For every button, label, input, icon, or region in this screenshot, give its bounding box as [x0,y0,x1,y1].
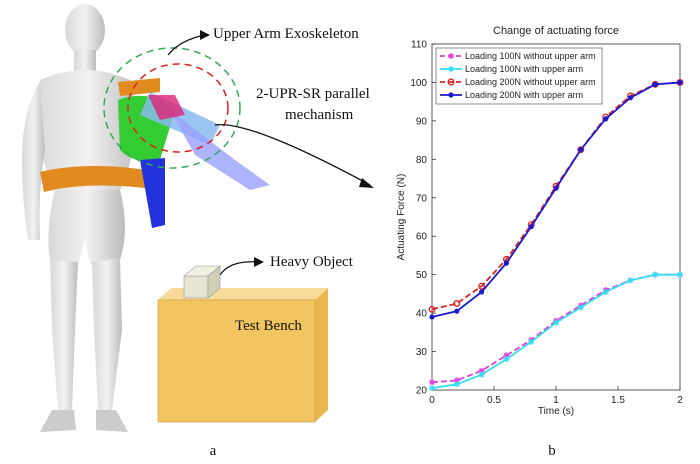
marker [603,116,609,122]
marker [627,277,634,284]
y-tick-label: 20 [416,386,428,397]
marker [553,319,559,326]
y-tick-label: 60 [416,232,428,243]
x-tick-label: 0 [429,395,435,406]
arrowhead [359,178,374,188]
heavy-object [183,275,209,299]
shoulder-plate [118,78,160,96]
marker [478,371,485,378]
marker [528,338,535,345]
marker [453,377,460,384]
torso [35,70,140,190]
marker [479,289,485,295]
marker [429,379,435,386]
arrow [214,123,371,186]
marker [528,224,534,230]
left-leg [50,260,78,410]
right-foot [96,410,128,432]
marker [448,66,454,72]
legend-label: Loading 200N without upper arm [465,77,596,87]
y-tick-label: 30 [416,347,428,358]
y-tick-label: 40 [416,309,428,320]
marker [448,92,454,98]
legend-label: Loading 100N without upper arm [465,51,596,61]
x-tick-label: 2 [677,395,683,406]
heavy-object-top [183,265,221,277]
marker [578,147,584,153]
marker [429,314,435,320]
left-foot [40,410,76,432]
arrow [219,261,259,276]
marker [553,185,559,191]
marker [503,356,510,363]
bench-front [157,299,316,423]
x-tick-label: 1 [553,395,559,406]
legend: Loading 100N without upper arm Loading 10… [435,47,603,105]
y-tick-label: 90 [416,116,428,127]
y-tick-label: 50 [416,270,428,281]
inner-ring [127,63,229,153]
marker [478,282,486,290]
hips [48,190,126,265]
y-axis-label: Actuating Force (N) [396,174,407,261]
marker [602,288,609,295]
left-arm [22,82,45,240]
marker [677,79,683,86]
joint [148,95,185,120]
marker [453,381,460,388]
waist-belt [40,166,160,192]
marker [577,304,584,311]
callout: Test Bench [235,318,302,334]
callout: mechanism [285,107,354,123]
chart: Change of actuating force Time (s) Actua… [396,25,684,417]
outer-ring [103,47,241,169]
marker [503,260,509,266]
marker [454,308,460,314]
legend-label: Loading 100N with upper arm [465,64,583,74]
callout: Upper Arm Exoskeleton [213,26,359,42]
y-tick-label: 70 [416,193,428,204]
bench-top [158,288,328,300]
y-tick-label: 100 [410,78,427,89]
callout: 2-UPR-SR parallel [256,86,370,102]
panel-label: b [548,443,556,459]
marker [448,53,454,59]
marker [453,300,461,307]
marker [577,146,585,154]
neck [74,50,96,72]
marker [478,367,485,374]
right-leg [92,258,122,410]
chart-title: Change of actuating force [493,25,619,37]
y-tick-label: 80 [416,155,428,166]
upper-arm-cuff [140,158,165,228]
arrow [167,34,206,56]
x-tick-label: 0.5 [487,395,501,406]
marker [503,352,510,359]
bench-side [315,288,328,422]
panel-label: a [210,443,217,459]
x-axis-label: Time (s) [538,406,574,417]
arrowhead [254,257,264,267]
legend-label: Loading 200N with upper arm [465,90,583,100]
x-tick-label: 1.5 [611,395,625,406]
marker [652,81,658,87]
callout: Heavy Object [270,254,354,270]
marker [428,305,436,313]
illustration [22,4,374,432]
arrowhead [200,30,210,40]
head [65,4,105,56]
marker [677,271,683,278]
marker [652,271,659,278]
marker [429,385,435,392]
marker [627,95,634,101]
marker [447,78,455,86]
y-tick-label: 110 [411,40,427,51]
legend-box [435,47,603,105]
